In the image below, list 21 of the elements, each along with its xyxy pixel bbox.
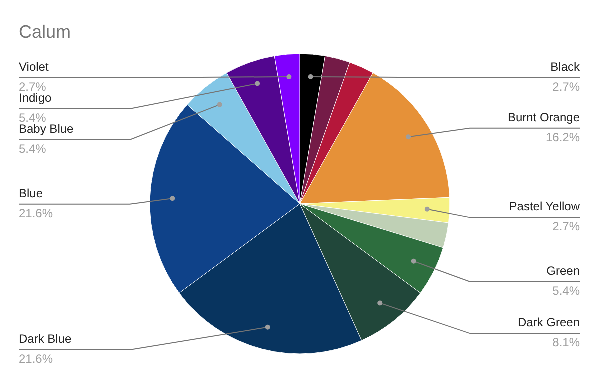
slice-label: Black [550,60,581,74]
slice-label: Indigo [19,91,52,105]
slice-label: Green [546,264,580,278]
slice-label: Dark Green [518,316,580,330]
data-label: 2.7% [552,220,580,234]
data-label: 21.6% [19,352,54,366]
data-label: 5.4% [552,284,580,298]
slice-label: Blue [19,186,44,200]
slice-label: Violet [19,60,50,74]
slice-label: Baby Blue [19,122,74,136]
data-label: 16.2% [546,130,580,144]
data-label: 2.7% [552,80,580,94]
slice-label: Pastel Yellow [509,200,580,214]
data-label: 8.1% [552,336,580,350]
data-label: 2.7% [19,80,47,94]
slice-label: Burnt Orange [508,110,580,124]
data-label: 5.4% [19,142,47,156]
data-label: 5.4% [19,111,47,125]
data-label: 21.6% [19,206,54,220]
chart-title: Calum [19,22,72,42]
slice-label: Dark Blue [19,332,72,346]
